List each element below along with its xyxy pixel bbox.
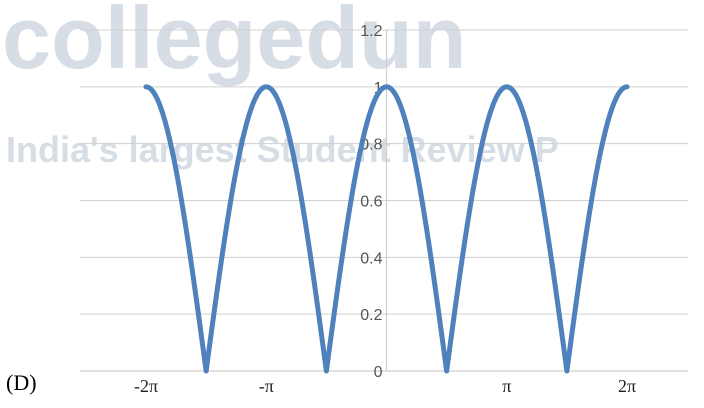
y-tick-label: 0.6: [360, 194, 382, 211]
x-tick-labels: -2π -π π 2π: [134, 376, 636, 396]
y-tick-label: 0: [374, 364, 383, 381]
y-tick-label: 0.4: [360, 250, 382, 267]
x-tick-label: -2π: [134, 376, 158, 396]
y-tick-label: 1: [374, 80, 383, 97]
series: [143, 84, 630, 374]
watermark-logo-text: collegedun: [2, 0, 467, 87]
watermark: collegedun India's largest Student Revie…: [2, 0, 559, 170]
x-tick-label: 2π: [618, 376, 636, 396]
watermark-tagline: India's largest Student Review P: [6, 129, 559, 170]
y-tick-label: 0.2: [360, 307, 382, 324]
y-tick-label: 0.8: [360, 137, 382, 154]
x-tick-label: π: [502, 376, 511, 396]
y-tick-labels: 0 0.2 0.4 0.6 0.8 1 1.2: [360, 23, 382, 381]
option-label: (D): [6, 370, 37, 395]
y-tick-label: 1.2: [360, 23, 382, 40]
x-tick-label: -π: [259, 376, 274, 396]
